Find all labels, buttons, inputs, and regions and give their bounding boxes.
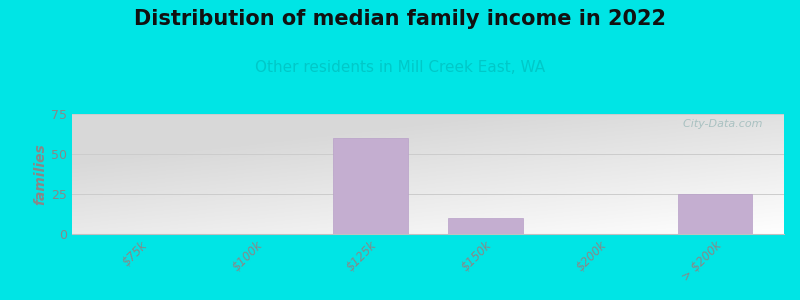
Text: City-Data.com: City-Data.com <box>676 119 762 129</box>
Bar <box>448 218 522 234</box>
Text: Distribution of median family income in 2022: Distribution of median family income in … <box>134 9 666 29</box>
Bar <box>334 138 408 234</box>
Y-axis label: families: families <box>33 143 47 205</box>
Text: Other residents in Mill Creek East, WA: Other residents in Mill Creek East, WA <box>255 60 545 75</box>
Bar <box>678 194 753 234</box>
